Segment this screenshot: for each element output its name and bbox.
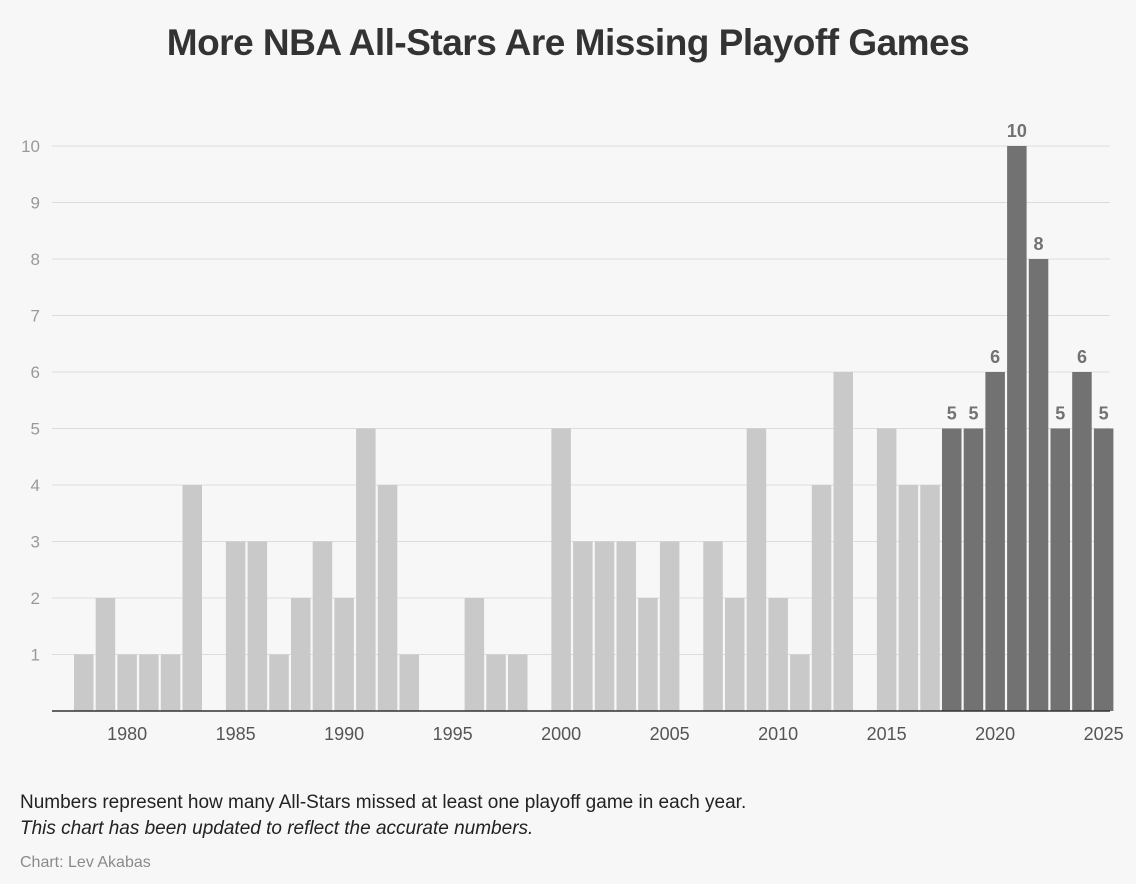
x-tick-label: 2020	[975, 724, 1015, 744]
bar	[74, 654, 94, 711]
bar	[334, 598, 354, 711]
y-tick-label: 8	[31, 250, 40, 269]
bar	[876, 428, 897, 711]
x-tick-label: 1985	[216, 724, 256, 744]
bar	[377, 485, 398, 711]
x-tick-label: 2025	[1084, 724, 1124, 744]
bar-value-label: 8	[1034, 234, 1044, 254]
bar	[703, 541, 723, 711]
bar	[833, 372, 853, 711]
bar	[1007, 146, 1027, 711]
bar	[616, 541, 636, 711]
y-tick-label: 4	[31, 476, 40, 495]
x-tick-label: 1980	[107, 724, 147, 744]
bar	[139, 654, 159, 711]
bar-value-label: 6	[1077, 347, 1087, 367]
bar	[811, 485, 832, 711]
note-update: This chart has been updated to reflect t…	[20, 818, 534, 839]
bar-value-label: 10	[1007, 121, 1027, 141]
bar	[160, 654, 181, 711]
note-description: Numbers represent how many All-Stars mis…	[20, 792, 747, 813]
chart-notes: Numbers represent how many All-Stars mis…	[20, 790, 746, 842]
bar	[1093, 428, 1114, 711]
bar	[356, 428, 376, 711]
bar	[399, 654, 419, 711]
bar	[659, 541, 680, 711]
bar	[790, 654, 810, 711]
y-tick-label: 6	[31, 363, 40, 382]
y-tick-label: 2	[31, 589, 40, 608]
bar	[963, 428, 984, 711]
bar-value-label: 6	[990, 347, 1000, 367]
bar	[225, 541, 246, 711]
y-tick-label: 9	[31, 194, 40, 213]
bar	[985, 372, 1005, 711]
bar-value-label: 5	[1099, 404, 1109, 424]
bar	[1028, 259, 1049, 711]
x-tick-label: 1990	[324, 724, 364, 744]
bar	[291, 598, 311, 711]
bar	[746, 428, 767, 711]
bar	[725, 598, 745, 711]
x-tick-label: 2000	[541, 724, 581, 744]
bar	[1050, 428, 1070, 711]
x-tick-label: 2010	[758, 724, 798, 744]
bar	[551, 428, 571, 711]
bar	[768, 598, 788, 711]
bar	[1072, 372, 1092, 711]
x-tick-label: 2015	[867, 724, 907, 744]
bar	[573, 541, 593, 711]
bar	[594, 541, 615, 711]
x-tick-label: 1995	[433, 724, 473, 744]
y-tick-label: 5	[31, 420, 40, 439]
bar-value-label: 5	[1055, 404, 1065, 424]
y-tick-label: 10	[21, 137, 40, 156]
bar	[269, 654, 289, 711]
y-tick-label: 7	[31, 307, 40, 326]
bar	[95, 598, 116, 711]
bar	[486, 654, 506, 711]
bar-value-label: 5	[968, 404, 978, 424]
bar	[464, 598, 485, 711]
y-tick-label: 1	[31, 646, 40, 665]
bar	[638, 598, 658, 711]
bar	[920, 485, 940, 711]
bar	[117, 654, 137, 711]
bar	[182, 485, 202, 711]
bar	[942, 428, 962, 711]
y-tick-label: 3	[31, 533, 40, 552]
x-tick-label: 2005	[650, 724, 690, 744]
bar	[898, 485, 919, 711]
chart-credit: Chart: Lev Akabas	[20, 854, 151, 871]
bar	[247, 541, 268, 711]
bar-value-label: 5	[947, 404, 957, 424]
chart-title: More NBA All-Stars Are Missing Playoff G…	[166, 22, 970, 63]
bar	[508, 654, 528, 711]
bar	[312, 541, 333, 711]
